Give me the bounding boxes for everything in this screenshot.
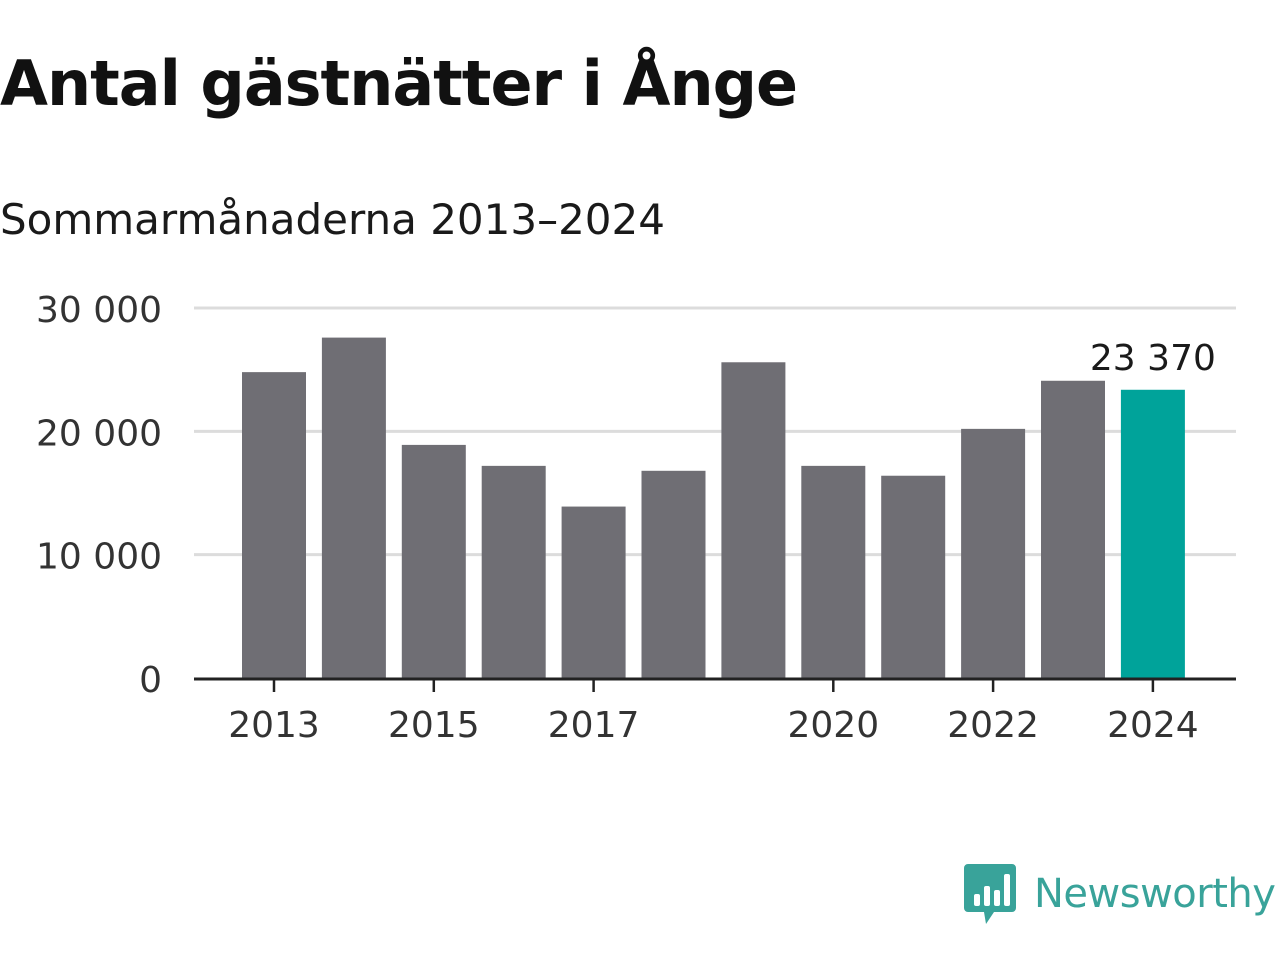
axes — [194, 677, 1236, 692]
x-tick-label: 2024 — [1107, 705, 1199, 746]
bar-2014 — [321, 337, 386, 678]
bar-2016 — [481, 465, 546, 678]
bar-2022 — [961, 428, 1026, 678]
bar-2015 — [401, 444, 466, 678]
bars — [242, 337, 1185, 678]
y-tick-label: 10 000 — [36, 537, 162, 578]
bar-2020 — [801, 465, 866, 678]
x-tick-label: 2015 — [388, 705, 480, 746]
y-tick-label: 20 000 — [36, 413, 162, 454]
chart-subtitle: Sommarmånaderna 2013–2024 — [0, 195, 665, 244]
x-tick-label: 2022 — [947, 705, 1039, 746]
x-tick-label: 2013 — [228, 705, 320, 746]
bar-2017 — [561, 506, 626, 678]
brand-logo: Newsworthy — [964, 862, 1276, 926]
bar-2018 — [641, 470, 706, 678]
y-tick-label: 0 — [139, 660, 162, 701]
data-label-2024: 23 370 — [1090, 338, 1216, 379]
labels: 0 10 000 20 000 30 000 2013 2015 2017 2020 2022 2… — [36, 290, 1216, 746]
chart-title: Antal gästnätter i Ånge — [0, 47, 798, 120]
bar-2021 — [881, 475, 946, 678]
bar-2019 — [721, 362, 786, 678]
bar-2013 — [242, 372, 306, 678]
x-tick-label: 2020 — [787, 705, 879, 746]
x-tick-label: 2017 — [548, 705, 640, 746]
y-tick-label: 30 000 — [36, 290, 162, 331]
newsworthy-logo-icon — [964, 864, 1016, 924]
bar-2024 — [1120, 389, 1185, 678]
bar-2023 — [1041, 380, 1105, 678]
brand-name: Newsworthy — [1034, 871, 1276, 917]
